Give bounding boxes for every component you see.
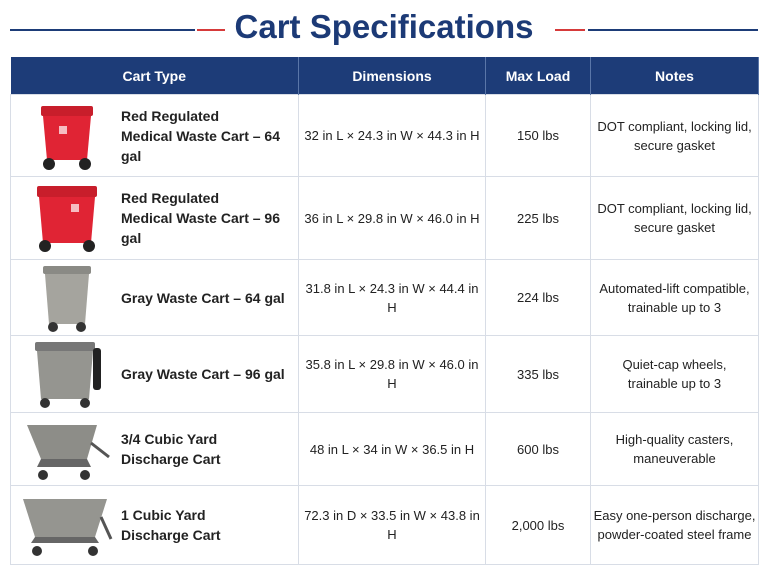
notes: High-quality casters, maneuverable — [590, 412, 759, 486]
notes: DOT compliant, locking lid, secure gasket — [590, 176, 759, 260]
title-rule — [10, 29, 195, 31]
cart-image — [43, 265, 91, 332]
table-row: Red Regulated Medical Waste Cart – 64 gal… — [10, 94, 759, 177]
notes-line: maneuverable — [633, 451, 716, 466]
dimensions: 36 in L × 29.8 in W × 46.0 in H — [298, 176, 486, 260]
notes-line: Easy one-person discharge, — [593, 508, 756, 523]
max-load: 150 lbs — [485, 94, 591, 177]
cart-type-cell: Red Regulated Medical Waste Cart – 96 gal — [10, 176, 299, 260]
cart-image — [37, 186, 97, 252]
notes-line: DOT compliant, locking lid, — [597, 118, 752, 134]
table-row: 1 Cubic Yard Discharge Cart 72.3 in D × 33… — [10, 485, 759, 565]
cart-image — [27, 425, 110, 480]
cart-type-cell: Gray Waste Cart – 64 gal — [10, 259, 299, 336]
cart-type: Red Regulated Medical Waste Cart – 64 gal — [11, 100, 298, 172]
column-header: Dimensions — [298, 57, 486, 95]
cart-image — [35, 342, 101, 408]
cart-name: Gray Waste Cart – 96 gal — [121, 364, 285, 384]
table-row: Red Regulated Medical Waste Cart – 96 gal… — [10, 176, 759, 260]
title-rule — [555, 29, 585, 31]
table-row: Gray Waste Cart – 64 gal 31.8 in L × 24.3… — [10, 259, 759, 336]
cart-type-cell: 3/4 Cubic Yard Discharge Cart — [10, 412, 299, 486]
cart-type: Gray Waste Cart – 64 gal — [11, 262, 298, 334]
dimensions: 35.8 in L × 29.8 in W × 46.0 in H — [298, 335, 486, 413]
cart-name-line: Discharge Cart — [121, 527, 221, 543]
notes-line: trainable up to 3 — [627, 376, 722, 391]
cart-type: 3/4 Cubic Yard Discharge Cart — [11, 413, 298, 485]
cart-name-line: 1 Cubic Yard — [121, 507, 206, 523]
cart-type: Red Regulated Medical Waste Cart – 96 gal — [11, 182, 298, 254]
header-row: Cart Type Dimensions Max Load Notes — [10, 57, 759, 95]
dimensions: 48 in L × 34 in W × 36.5 in H — [298, 412, 486, 486]
column-header: Max Load — [485, 57, 591, 95]
cart-image — [23, 499, 113, 556]
notes: Automated-lift compatible, trainable up t… — [590, 259, 759, 336]
cart-name-line: 3/4 Cubic Yard — [121, 431, 218, 447]
max-load: 224 lbs — [485, 259, 591, 336]
max-load: 335 lbs — [485, 335, 591, 413]
notes-line: secure gasket — [634, 137, 715, 153]
notes: DOT compliant, locking lid, secure gasket — [590, 94, 759, 177]
notes-line: High-quality casters, — [615, 432, 734, 447]
cart-type: Gray Waste Cart – 96 gal — [11, 338, 298, 410]
cart-name-line: Discharge Cart — [121, 451, 221, 467]
dimensions: 32 in L × 24.3 in W × 44.3 in H — [298, 94, 486, 177]
table-row: Gray Waste Cart – 96 gal 35.8 in L × 29.8… — [10, 335, 759, 413]
cart-name: 3/4 Cubic Yard Discharge Cart — [121, 429, 221, 469]
notes-line: secure gasket — [634, 220, 715, 235]
notes-line: Automated-lift compatible, — [599, 280, 750, 296]
cart-name-line: Gray Waste Cart – 64 gal — [121, 289, 285, 306]
cart-type: 1 Cubic Yard Discharge Cart — [11, 489, 298, 561]
cart-name-line: Red Regulated — [121, 107, 220, 124]
notes-line: DOT compliant, locking lid, — [597, 201, 752, 216]
cart-image — [41, 105, 93, 170]
max-load: 225 lbs — [485, 176, 591, 260]
cart-name: Gray Waste Cart – 64 gal — [121, 288, 285, 308]
cart-name-line: Medical Waste Cart – 64 gal — [121, 127, 280, 164]
notes: Easy one-person discharge, powder-coated … — [590, 485, 759, 565]
page-title: Cart Specifications — [234, 8, 534, 45]
cart-type-cell: Gray Waste Cart – 96 gal — [10, 335, 299, 413]
notes: Quiet-cap wheels, trainable up to 3 — [590, 335, 759, 413]
cart-name-line: Gray Waste Cart – 96 gal — [121, 366, 285, 382]
cart-name-line: Red Regulated — [121, 190, 220, 206]
notes-line: trainable up to 3 — [627, 299, 722, 315]
cart-name: Red Regulated Medical Waste Cart – 64 gal — [121, 106, 298, 166]
cart-name: Red Regulated Medical Waste Cart – 96 gal — [121, 188, 298, 248]
spec-table: Cart Type Dimensions Max Load Notes Red Reg… — [10, 57, 759, 565]
cart-name: 1 Cubic Yard Discharge Cart — [121, 505, 221, 545]
cart-type-cell: 1 Cubic Yard Discharge Cart — [10, 485, 299, 565]
column-header: Notes — [590, 57, 759, 95]
dimensions: 31.8 in L × 24.3 in W × 44.4 in H — [298, 259, 486, 336]
max-load: 2,000 lbs — [485, 485, 591, 565]
notes-line: powder-coated steel frame — [597, 527, 752, 542]
cart-name-line: Medical Waste Cart – 96 gal — [121, 210, 280, 246]
notes-line: Quiet-cap wheels, — [622, 357, 727, 372]
title-rule — [588, 29, 758, 31]
column-header: Cart Type — [10, 57, 299, 95]
max-load: 600 lbs — [485, 412, 591, 486]
cart-type-cell: Red Regulated Medical Waste Cart – 64 gal — [10, 94, 299, 177]
table-row: 3/4 Cubic Yard Discharge Cart 48 in L × 34… — [10, 412, 759, 486]
dimensions: 72.3 in D × 33.5 in W × 43.8 in H — [298, 485, 486, 565]
title-rule — [197, 29, 225, 31]
